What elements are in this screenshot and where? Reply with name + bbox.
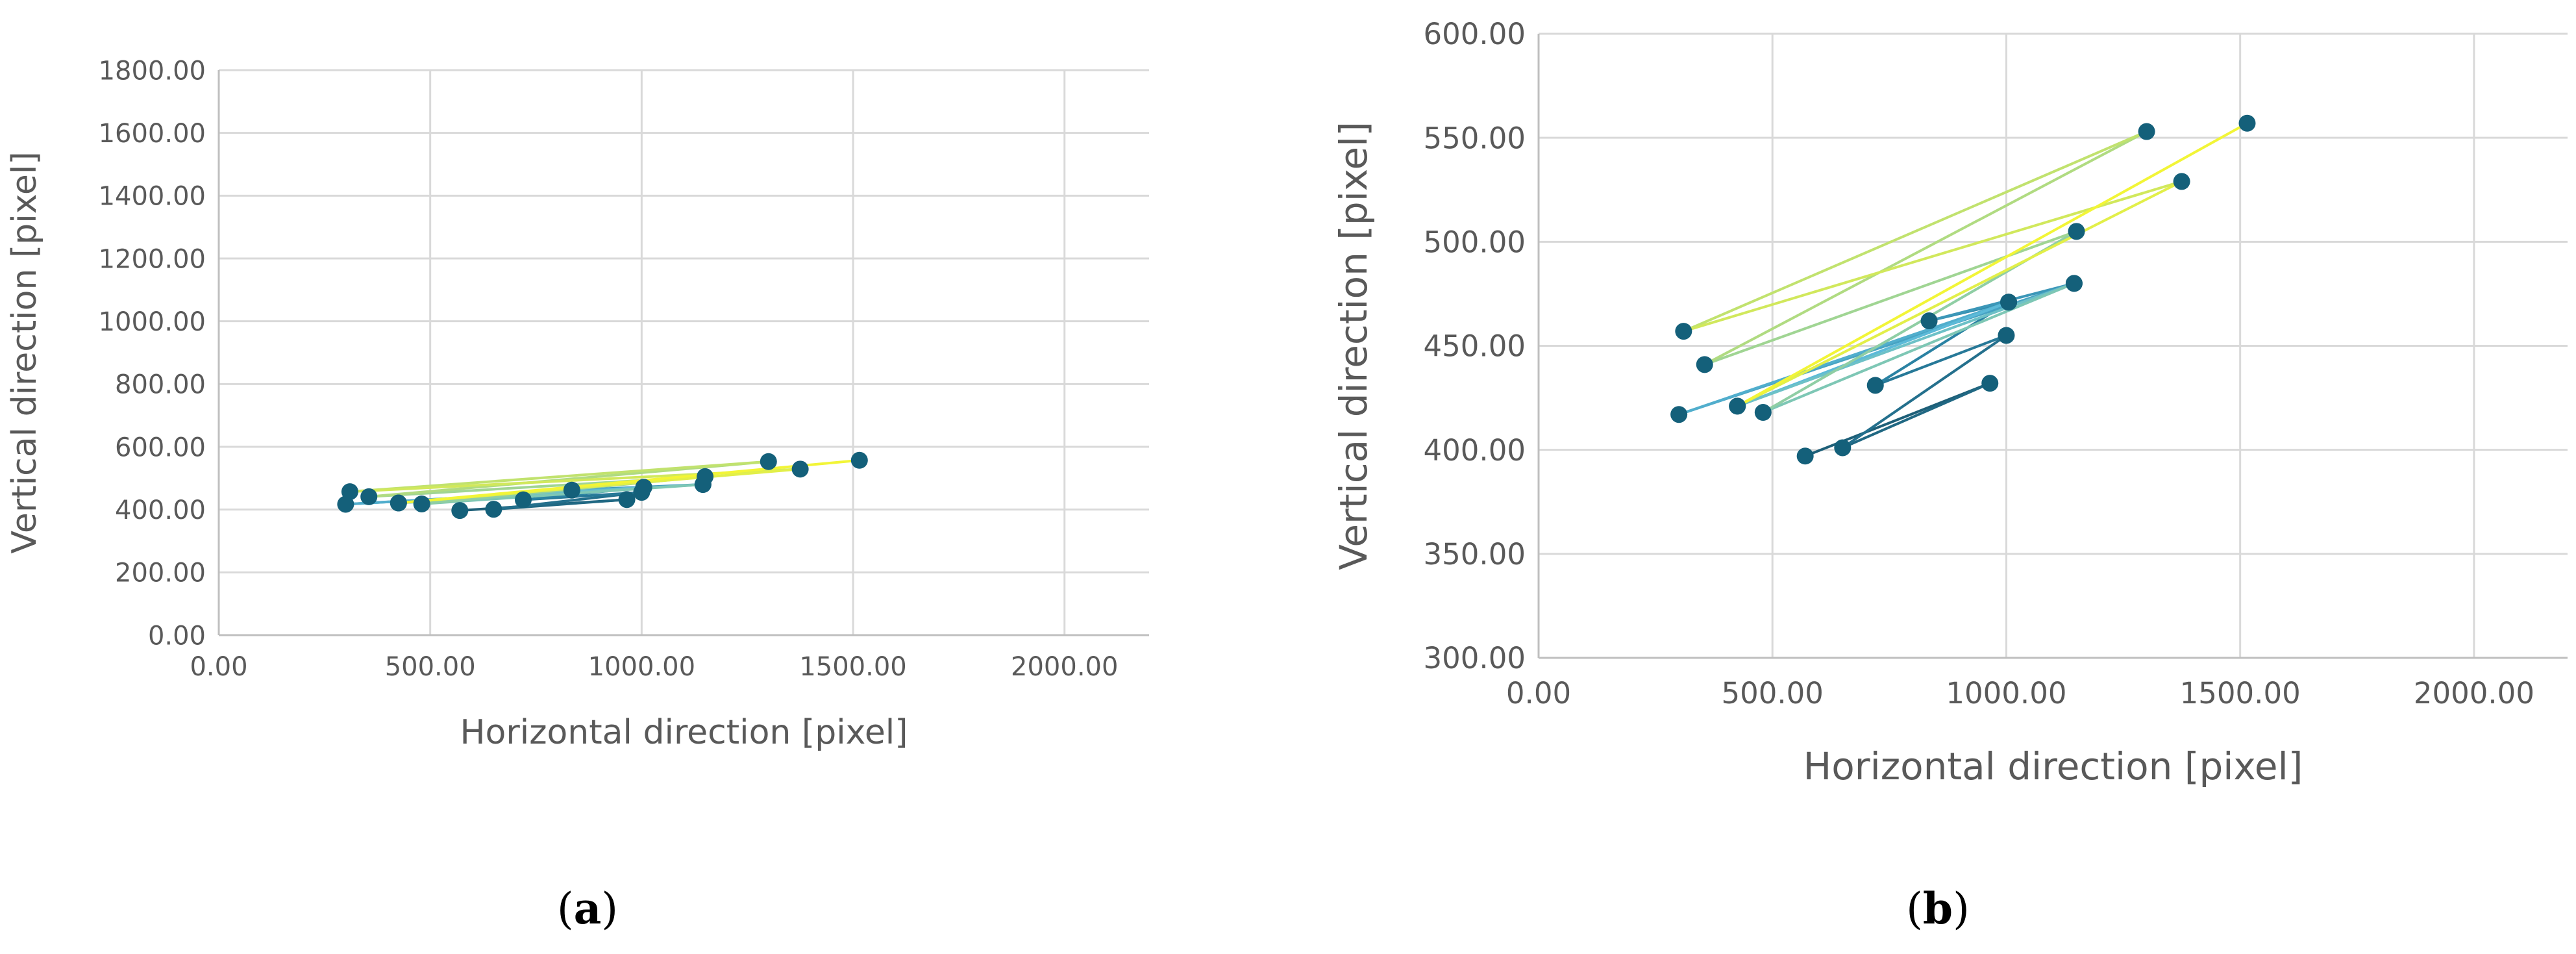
y-tick-label: 450.00 bbox=[1424, 329, 1526, 364]
series-line-segment bbox=[1703, 130, 2148, 366]
series-line-segment bbox=[1841, 334, 2008, 449]
data-point bbox=[2138, 123, 2155, 140]
series-line-segment bbox=[1761, 282, 2075, 414]
series-line-segment bbox=[1841, 382, 1992, 449]
data-point bbox=[1796, 447, 1814, 465]
data-point bbox=[1834, 439, 1852, 457]
x-tick-label: 0.00 bbox=[1506, 676, 1571, 710]
series-line-segment bbox=[397, 458, 861, 505]
data-point bbox=[618, 491, 636, 508]
series-line-segment bbox=[1736, 121, 2249, 408]
data-point bbox=[360, 488, 378, 505]
series-line-segment bbox=[1682, 130, 2148, 333]
data-point bbox=[1866, 377, 1884, 394]
data-point bbox=[760, 453, 777, 470]
data-point bbox=[850, 451, 868, 469]
y-tick-label: 1200.00 bbox=[99, 244, 206, 274]
data-point bbox=[1675, 323, 1692, 340]
data-point bbox=[2173, 173, 2190, 190]
series-line-segment bbox=[1874, 334, 2008, 387]
data-point bbox=[635, 479, 652, 496]
y-tick-label: 550.00 bbox=[1424, 121, 1526, 155]
y-tick-label: 200.00 bbox=[115, 559, 206, 588]
series-line-segment bbox=[1736, 282, 2075, 408]
x-tick-label: 1000.00 bbox=[1946, 676, 2066, 710]
chart-panel-b: 300.00 350.00 400.00 450.00 500.00 550.00 600.… bbox=[1331, 17, 2568, 934]
y-axis-label: Vertical direction [pixel] bbox=[1331, 121, 1376, 570]
x-tick-label: 500.00 bbox=[1721, 676, 1823, 710]
y-tick-label: 600.00 bbox=[1424, 17, 1526, 51]
data-point bbox=[1981, 375, 1999, 392]
x-tick-label: 500.00 bbox=[385, 652, 476, 682]
x-tick-label: 1500.00 bbox=[799, 652, 906, 682]
data-point bbox=[341, 483, 358, 501]
x-axis-label: Horizontal direction [pixel] bbox=[1803, 744, 2303, 788]
y-tick-label: 400.00 bbox=[115, 496, 206, 525]
data-point bbox=[2068, 223, 2085, 240]
data-point bbox=[791, 460, 809, 478]
y-tick-label: 600.00 bbox=[115, 433, 206, 462]
data-point bbox=[413, 495, 430, 512]
x-tick-label: 0.00 bbox=[190, 652, 247, 682]
y-tick-label: 1400.00 bbox=[99, 182, 206, 212]
data-point bbox=[2065, 275, 2083, 292]
chart-panel-a: 0.00 200.00 400.00 600.00 800.00 1000.00 1200.… bbox=[5, 56, 1149, 934]
y-tick-label: 0.00 bbox=[148, 621, 206, 651]
x-tick-label: 1000.00 bbox=[588, 652, 695, 682]
x-tick-label: 2000.00 bbox=[1011, 652, 1118, 682]
data-point bbox=[485, 501, 502, 518]
data-point bbox=[1670, 406, 1688, 423]
data-point bbox=[563, 481, 580, 499]
y-tick-label: 1600.00 bbox=[99, 119, 206, 149]
panel-label: (b) bbox=[1906, 883, 1970, 934]
y-tick-label: 350.00 bbox=[1424, 537, 1526, 571]
series-line-segment bbox=[348, 460, 770, 494]
y-tick-label: 1800.00 bbox=[99, 56, 206, 86]
data-point bbox=[697, 468, 714, 485]
data-point bbox=[451, 502, 469, 520]
y-tick-label: 400.00 bbox=[1424, 433, 1526, 468]
y-axis-label: Vertical direction [pixel] bbox=[5, 151, 44, 553]
y-tick-label: 300.00 bbox=[1424, 641, 1526, 675]
y-tick-label: 500.00 bbox=[1424, 225, 1526, 260]
panel-label: (a) bbox=[557, 883, 618, 934]
y-tick-label: 800.00 bbox=[115, 370, 206, 400]
x-tick-label: 2000.00 bbox=[2414, 676, 2534, 710]
data-point bbox=[1920, 312, 1938, 330]
data-point bbox=[390, 494, 407, 512]
x-axis-label: Horizontal direction [pixel] bbox=[460, 713, 908, 752]
data-point bbox=[2238, 114, 2256, 132]
y-tick-label: 1000.00 bbox=[99, 307, 206, 337]
data-point bbox=[1729, 397, 1746, 415]
data-point bbox=[1998, 327, 2015, 344]
data-point bbox=[1696, 356, 1713, 373]
series-line-segment bbox=[1678, 301, 2011, 416]
data-point bbox=[514, 491, 532, 508]
x-tick-label: 1500.00 bbox=[2180, 676, 2301, 710]
series-line-segment bbox=[1736, 180, 2183, 408]
data-point bbox=[1754, 404, 1772, 421]
data-point bbox=[2000, 294, 2018, 311]
